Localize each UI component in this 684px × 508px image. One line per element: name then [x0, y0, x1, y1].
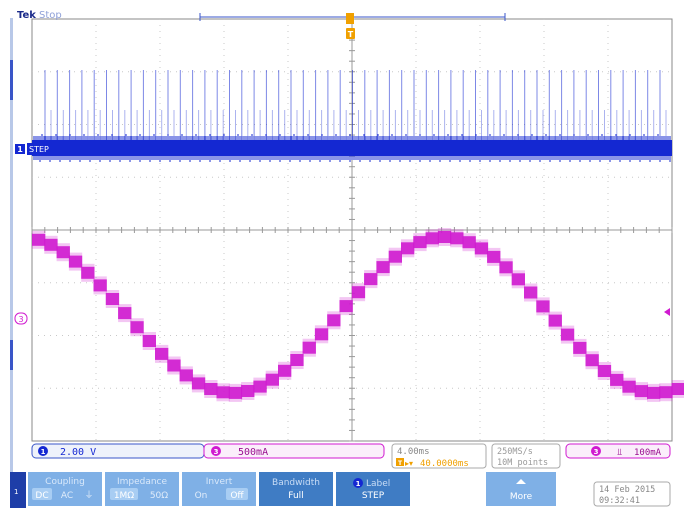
svg-text:Off: Off: [230, 491, 244, 501]
acquisition-readout[interactable]: 250MS/s 10M points: [491, 443, 561, 469]
svg-text:50Ω: 50Ω: [150, 491, 168, 501]
timebase-position: 40.0000ms: [420, 459, 469, 469]
ground-icon: ⏚: [84, 490, 93, 501]
timebase-scale: 4.00ms: [397, 447, 430, 457]
svg-text:1: 1: [356, 480, 361, 488]
svg-text:STEP: STEP: [362, 491, 385, 501]
record-length: 10M points: [497, 458, 548, 468]
svg-text:Full: Full: [288, 491, 303, 501]
svg-text:On: On: [195, 491, 208, 501]
invert-button[interactable]: Invert On Off: [182, 472, 256, 506]
date-time-readout: 14 Feb 2015 09:32:41: [593, 481, 671, 507]
bottom-menu: 1 Coupling DC AC ⏚ Impedance 1MΩ 50Ω Inv…: [10, 472, 671, 508]
trigger-position-marker[interactable]: T: [346, 28, 355, 39]
channel1-readout[interactable]: 1 2.00 V: [31, 443, 205, 459]
svg-text:3: 3: [594, 448, 599, 456]
trigger-level-marker[interactable]: [664, 308, 670, 316]
channel1-scale: 2.00 V: [60, 447, 96, 458]
svg-text:AC: AC: [61, 491, 73, 501]
svg-text:DC: DC: [35, 491, 48, 501]
menu-channel-number: 1: [14, 488, 18, 496]
svg-text:3: 3: [18, 315, 23, 324]
svg-text:More: More: [510, 492, 533, 502]
run-state-label: Stop: [39, 10, 62, 21]
svg-text:Label: Label: [366, 479, 390, 489]
bandwidth-button[interactable]: Bandwidth Full: [259, 472, 333, 506]
channel1-label-tag: STEP: [27, 143, 57, 155]
channel1-trace: [32, 70, 672, 162]
coupling-button[interactable]: Coupling DC AC ⏚: [28, 472, 102, 506]
channel3-readout[interactable]: 3 500mA: [203, 443, 385, 459]
trigger-level: 100mA: [634, 448, 662, 458]
svg-text:Coupling: Coupling: [45, 477, 85, 487]
svg-text:T: T: [398, 460, 403, 467]
svg-text:Invert: Invert: [206, 477, 233, 487]
label-button[interactable]: 1 Label STEP: [336, 472, 410, 506]
channel3-scale: 500mA: [238, 447, 268, 458]
svg-text:T: T: [348, 30, 354, 39]
svg-text:STEP: STEP: [29, 145, 49, 154]
record-view-bar: [199, 13, 506, 24]
more-button[interactable]: More: [486, 472, 556, 506]
channel3-trace: [32, 228, 684, 402]
sample-rate: 250MS/s: [497, 447, 533, 457]
channel3-ground-marker[interactable]: 3: [14, 312, 28, 325]
time-label: 09:32:41: [599, 496, 640, 506]
svg-text:Impedance: Impedance: [117, 477, 168, 487]
brand-label: Tek: [17, 10, 36, 21]
date-label: 14 Feb 2015: [599, 485, 655, 495]
svg-text:3: 3: [214, 448, 219, 456]
trigger-slope-icon: ⫫: [616, 448, 622, 458]
left-edge-strip: [10, 18, 13, 506]
svg-text:Bandwidth: Bandwidth: [272, 478, 320, 488]
svg-text:1MΩ: 1MΩ: [114, 491, 134, 501]
graticule-grid: [31, 18, 673, 442]
impedance-button[interactable]: Impedance 1MΩ 50Ω: [105, 472, 179, 506]
timebase-readout[interactable]: 4.00ms T ▸▾ 40.0000ms: [391, 443, 487, 469]
svg-text:▸▾: ▸▾: [405, 459, 413, 468]
channel1-ground-marker[interactable]: 1: [15, 144, 25, 154]
svg-text:1: 1: [17, 145, 23, 154]
trigger-readout[interactable]: 3 ⫫ 100mA: [565, 443, 671, 459]
svg-text:1: 1: [41, 448, 46, 456]
